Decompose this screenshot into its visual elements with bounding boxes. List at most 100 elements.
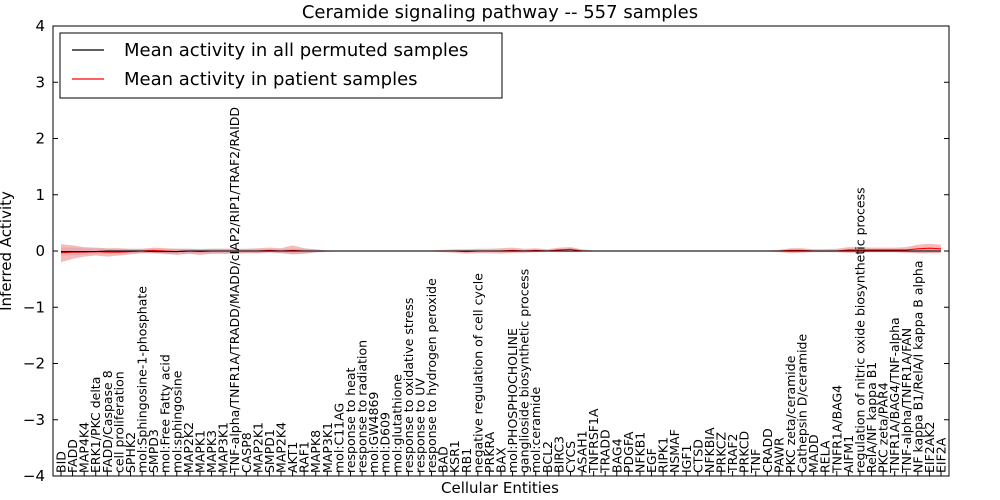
x-tick-label: BAD (436, 446, 451, 473)
x-tick-label: mol:sphingosine (169, 370, 184, 473)
x-tick-label: RB1 (459, 448, 474, 473)
x-tick-label: response to heat (343, 367, 358, 473)
x-tick-label: response to hydrogen peroxide (424, 278, 439, 473)
x-tick-label: EIF2AK2 (922, 422, 937, 473)
x-tick-label: NFKB1 (632, 432, 647, 473)
x-tick-label: ASAH1 (575, 430, 590, 473)
x-tick-label: BCL2 (540, 441, 555, 473)
y-tick-label: 1 (35, 186, 45, 204)
x-tick-label: response to UV (412, 378, 427, 473)
x-tick-label: ERK1/PKC delta (88, 377, 103, 473)
x-tick-label: mol:ceramide (528, 387, 543, 473)
x-tick-label: FADD/Caspase 8 (100, 370, 115, 473)
x-axis-label: Cellular Entities (441, 479, 559, 497)
x-tick-label: MAPK8 (308, 430, 323, 473)
y-tick-label: 0 (35, 242, 45, 260)
x-tick-label: response to oxidative stress (401, 298, 416, 473)
x-tick-label: PRKCD (737, 431, 752, 473)
x-tick-label: mol:Free Fatty acid (158, 354, 173, 473)
y-tick-label: 4 (35, 17, 45, 35)
x-tick-label: TNFRSF1A (586, 408, 601, 474)
x-tick-label: TRADD (598, 429, 613, 474)
x-tick-label: SMPD1 (262, 429, 277, 473)
x-tick-label: PRKCZ (714, 432, 729, 473)
x-tick-label: RELA (818, 440, 833, 473)
x-tick-label: SPHK2 (123, 432, 138, 473)
x-tick-label: MAPK1 (192, 430, 207, 473)
x-tick-label: PKC zeta/PAR4 (876, 382, 891, 473)
x-tick-label: RAF1 (297, 441, 312, 473)
x-tick-label: BAX (494, 447, 509, 473)
confidence-band-patient (61, 243, 941, 263)
x-tick-label: CASP8 (239, 432, 254, 473)
x-tick-label: mol:Sphingosine-1-phosphate (135, 286, 150, 473)
y-axis-label: Inferred Activity (0, 191, 15, 311)
legend: Mean activity in all permuted samples Me… (59, 32, 503, 99)
x-tick-label: RelA/NF kappa B1 (864, 362, 879, 473)
legend-label-permuted: Mean activity in all permuted samples (124, 40, 468, 61)
x-tick-label: PDGFA (621, 431, 636, 473)
x-tick-label: BAG4 (609, 438, 624, 473)
series-lines (60, 247, 942, 254)
x-tick-label: mol:D609 (378, 412, 393, 473)
legend-box (59, 32, 503, 99)
x-tick-label: MAPK3 (204, 430, 219, 473)
x-tick-label: MADD (806, 434, 821, 473)
x-tick-label: PKC zeta/ceramide (783, 355, 798, 473)
y-tick-label: −2 (23, 355, 45, 373)
x-tick-label: TNFR1A/BAG4 (829, 385, 844, 474)
y-tick-label: −1 (23, 298, 45, 316)
x-tick-label: TRAF2 (725, 433, 740, 474)
x-axis-ticks (60, 471, 942, 476)
y-tick-label: 3 (35, 73, 45, 91)
x-tick-label: CRADD (760, 428, 775, 473)
x-tick-label: KSR1 (447, 440, 462, 473)
x-tick-label: IGF1 (679, 444, 694, 473)
y-tick-label: −3 (23, 411, 45, 429)
x-tick-label: AIFM1 (841, 435, 856, 473)
x-tick-label: FADD (65, 439, 80, 473)
chart-title: Ceramide signaling pathway -- 557 sample… (302, 2, 698, 23)
x-tick-label: CYCS (563, 441, 578, 473)
x-tick-label: BID (54, 451, 69, 473)
y-tick-label: 2 (35, 130, 45, 148)
x-tick-label: MAP2K1 (250, 422, 265, 473)
x-tick-label: Cathepsin D/ceramide (795, 333, 810, 473)
x-tick-label: mol:GW4869 (366, 392, 381, 473)
x-tick-label: EGF (644, 448, 659, 473)
x-tick-label: regulation of nitric oxide biosynthetic … (852, 187, 867, 473)
x-tick-label: TNFR1A/BAG4/TNF-alpha (887, 317, 902, 474)
x-tick-label: MAP4K4 (77, 422, 92, 473)
x-tick-label: RIPK1 (656, 437, 671, 473)
x-tick-label: PRKRA (482, 431, 497, 473)
x-tick-label: NSMAF (667, 429, 682, 473)
x-tick-label: ganglioside biosynthetic process (517, 269, 532, 473)
series-line-permuted (61, 250, 941, 253)
x-tick-label: mol:C11AG (331, 403, 346, 473)
x-tick-label: MAP2K4 (274, 422, 289, 473)
x-tick-label: NFKBIA (702, 427, 717, 473)
x-tick-label: TNF (748, 449, 763, 474)
y-axis-ticks: −4 −3 −2 −1 0 1 2 3 4 (23, 17, 949, 485)
x-tick-label: MAP3K1 (320, 422, 335, 473)
confidence-bands (61, 243, 941, 263)
x-tick-label: MAP2K2 (181, 422, 196, 473)
x-tick-label: negative regulation of cell cycle (470, 273, 485, 473)
x-tick-label: TNF-alpha/TNFR1A/TRADD/MADD/cIAP2/RIP1/T… (227, 107, 242, 474)
x-tick-label: cell proliferation (111, 371, 126, 473)
x-tick-label: mol:PHOSPHOCHOLINE (505, 328, 520, 473)
x-tick-label: mol:glutathione (389, 374, 404, 473)
y-tick-label: −4 (23, 467, 45, 485)
x-tick-label: BIRC3 (551, 436, 566, 473)
x-tick-label: EIF2A (934, 437, 949, 473)
legend-label-patient: Mean activity in patient samples (124, 69, 418, 90)
x-tick-label: MAP3K1 (216, 422, 231, 473)
x-tick-label: CTSD (690, 439, 705, 473)
plot-frame (52, 25, 950, 477)
x-tick-label: SMPD3 (146, 429, 161, 473)
x-tick-label: response to radiation (355, 340, 370, 473)
x-tick-label: TNF-alpha/TNFR1A/FAN (899, 328, 914, 474)
x-tick-label: PAWR (771, 437, 786, 473)
